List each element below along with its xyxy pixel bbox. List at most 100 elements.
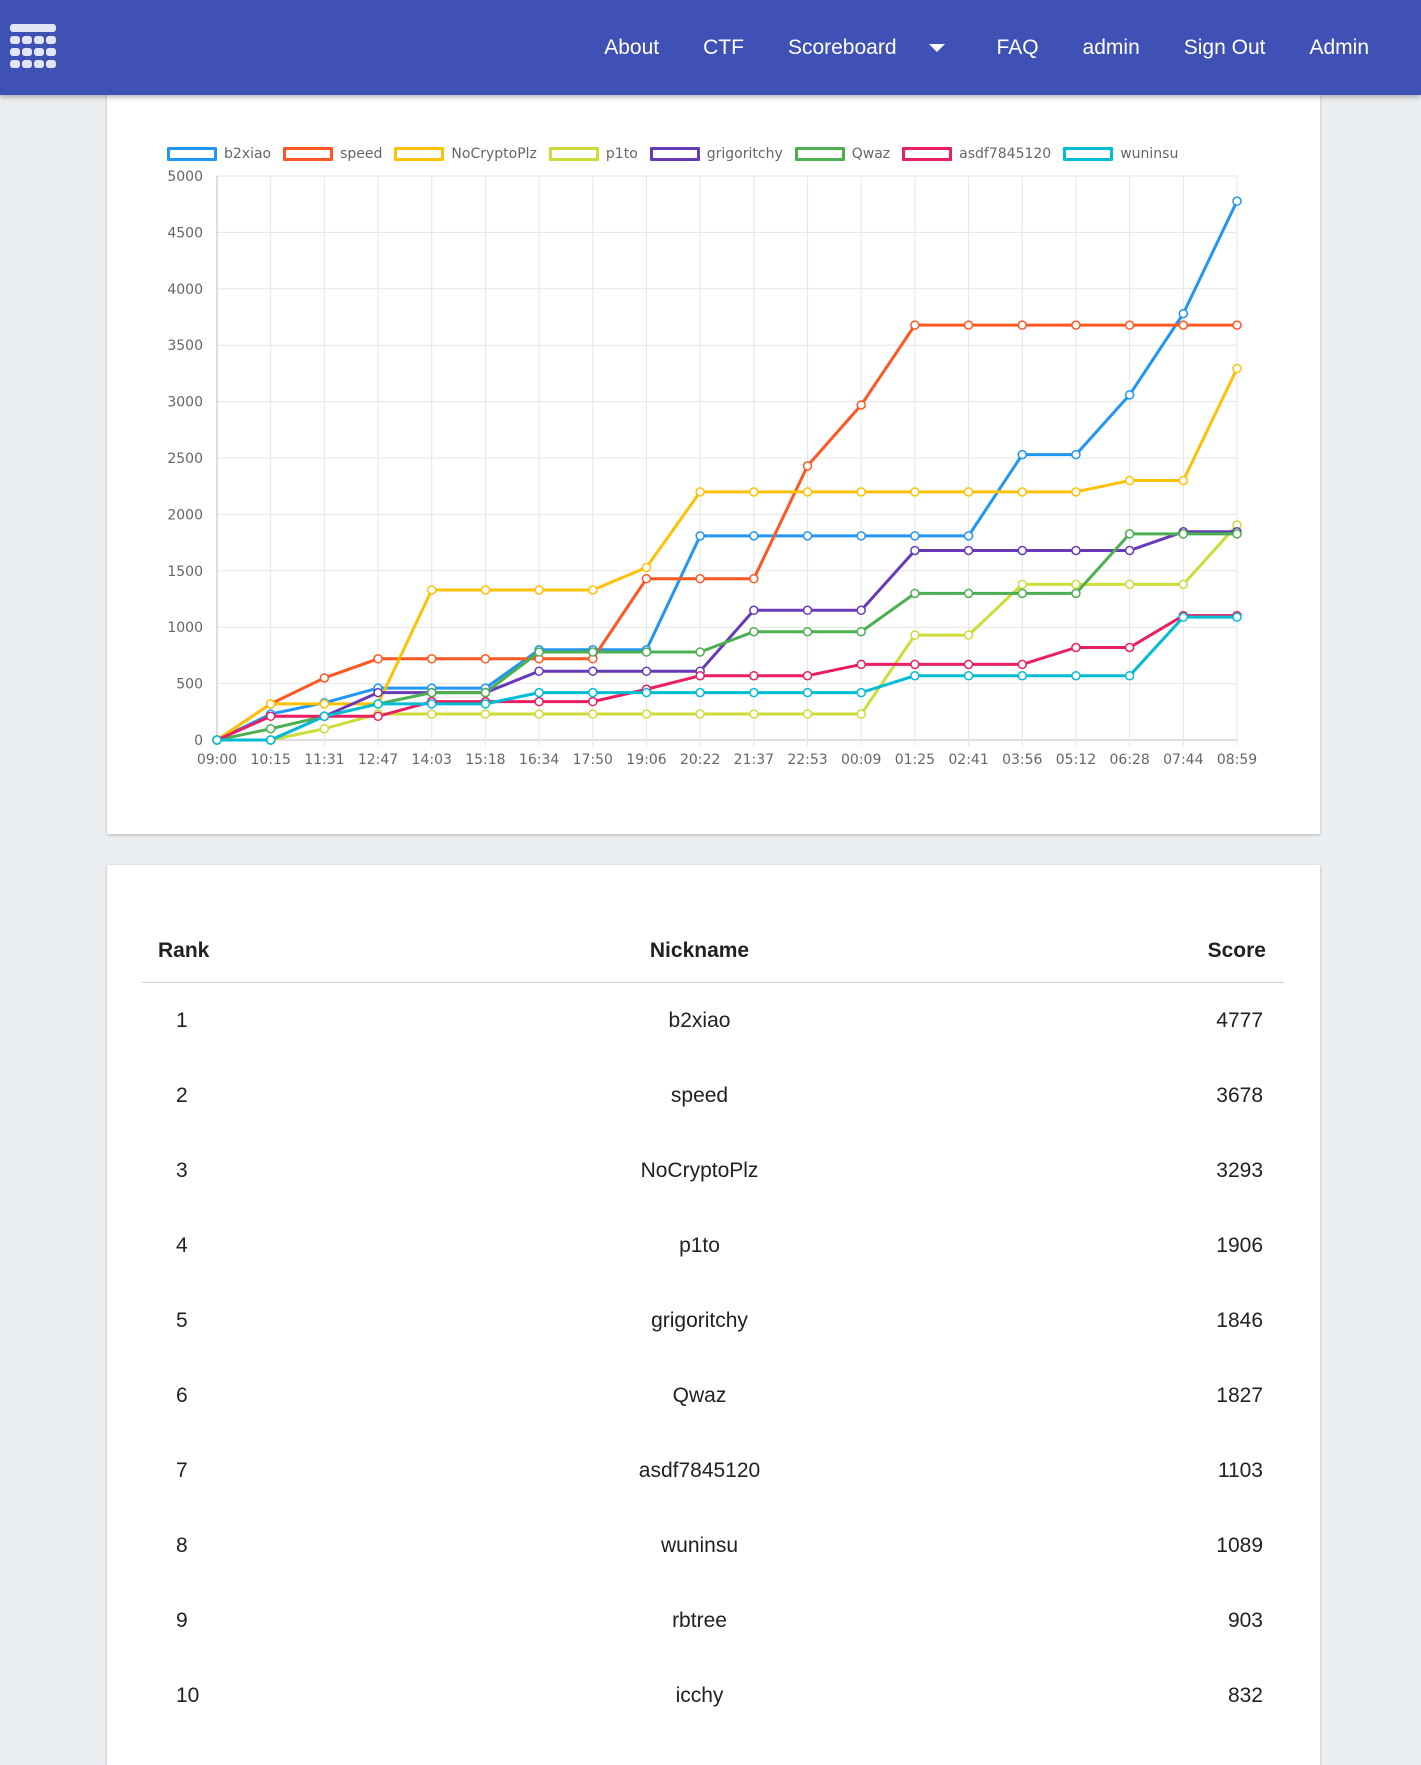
cell-rank: 7 (176, 1458, 188, 1482)
data-point-Qwaz (802, 626, 813, 637)
data-point-grigoritchy (641, 666, 652, 676)
table-row: 7 asdf7845120 1103 (142, 1433, 1284, 1508)
cell-nickname[interactable]: Qwaz (672, 1383, 727, 1407)
table-row: 3 NoCryptoPlz 3293 (142, 1133, 1284, 1208)
chevron-down-icon[interactable] (928, 43, 945, 52)
y-tick-label: 4000 (167, 282, 203, 298)
data-point-wuninsu (426, 699, 437, 709)
y-tick-label: 1500 (167, 564, 203, 580)
x-tick-label: 17:50 (573, 752, 613, 768)
cell-nickname[interactable]: asdf7845120 (638, 1458, 761, 1482)
scoreboard-body: 1 b2xiao 4777 2 speed 3678 3 NoCryptoPlz 3293 4 p1… (142, 983, 1284, 1734)
legend-label: p1to (605, 146, 638, 162)
cell-nickname[interactable]: p1to (679, 1233, 720, 1257)
legend-item-p1to[interactable]: p1to (548, 146, 638, 162)
cell-nickname[interactable]: rbtree (672, 1608, 727, 1632)
data-point-b2xiao (1124, 390, 1135, 400)
data-point-Qwaz (1017, 588, 1028, 599)
data-point-p1to (1178, 579, 1189, 590)
series-line-p1to (217, 523, 1239, 742)
data-point-NoCryptoPlz (910, 487, 920, 497)
data-point-b2xiao (963, 531, 974, 541)
series-line-grigoritchy (217, 530, 1237, 742)
cell-nickname[interactable]: NoCryptoPlz (640, 1158, 759, 1182)
data-point-b2xiao (802, 531, 813, 541)
legend-item-asdf7845120[interactable]: asdf7845120 (902, 146, 1051, 162)
scoreboard-table-card: Rank Nickname Score 1 b2xiao 4777 2 speed 367… (107, 865, 1320, 1765)
data-point-NoCryptoPlz (588, 585, 598, 595)
nav-faq-label: FAQ (996, 35, 1039, 59)
table-row: 5 grigoritchy 1846 (142, 1283, 1284, 1358)
data-point-Qwaz (588, 647, 598, 657)
data-point-grigoritchy (802, 605, 813, 616)
nav-about-label: About (604, 35, 660, 59)
data-point-speed (856, 400, 866, 410)
cell-nickname[interactable]: b2xiao (668, 1008, 731, 1032)
data-point-asdf7845120 (963, 659, 974, 670)
x-tick-label: 20:22 (680, 752, 720, 768)
nav-sign-out[interactable]: Sign Out (1162, 0, 1288, 95)
legend-swatch (649, 147, 700, 161)
grid-logo-icon[interactable] (10, 24, 56, 68)
data-point-Qwaz (1124, 529, 1135, 539)
data-point-wuninsu (802, 687, 813, 698)
data-point-speed (373, 654, 383, 664)
data-point-speed (695, 573, 705, 584)
data-point-p1to (534, 709, 544, 719)
nav-admin-label: Admin (1309, 35, 1369, 59)
legend-item-grigoritchy[interactable]: grigoritchy (649, 146, 783, 162)
legend-swatch (394, 147, 445, 161)
data-point-NoCryptoPlz (534, 585, 544, 595)
data-point-asdf7845120 (1017, 659, 1028, 670)
series-line-wuninsu (217, 615, 1237, 742)
x-tick-label: 22:53 (787, 752, 827, 768)
data-point-grigoritchy (1017, 545, 1028, 556)
y-tick-label: 4500 (167, 225, 203, 241)
nav-sign-out-label: Sign Out (1183, 35, 1266, 59)
cell-nickname[interactable]: wuninsu (660, 1533, 739, 1557)
cell-score: 3678 (1216, 1083, 1263, 1107)
nav-user-admin[interactable]: admin (1061, 0, 1162, 95)
data-point-wuninsu (373, 699, 383, 709)
legend-item-Qwaz[interactable]: Qwaz (794, 146, 890, 162)
cell-nickname[interactable]: speed (670, 1083, 729, 1107)
data-point-NoCryptoPlz (265, 699, 276, 709)
data-point-b2xiao (695, 531, 705, 541)
nav-scoreboard-label: Scoreboard (787, 35, 897, 59)
data-point-speed (319, 673, 330, 683)
legend-item-wuninsu[interactable]: wuninsu (1063, 146, 1178, 162)
nav-scoreboard-dropdown[interactable]: Scoreboard (766, 0, 975, 95)
data-point-asdf7845120 (695, 670, 705, 681)
legend-item-b2xiao[interactable]: b2xiao (167, 146, 271, 162)
data-point-grigoritchy (749, 605, 759, 616)
data-point-wuninsu (212, 735, 222, 745)
data-point-wuninsu (1071, 670, 1081, 681)
cell-rank: 1 (176, 1008, 188, 1032)
nav-about[interactable]: About (582, 0, 681, 95)
data-point-wuninsu (1232, 612, 1242, 622)
data-point-NoCryptoPlz (319, 699, 330, 709)
data-point-speed (1178, 320, 1189, 330)
data-point-Qwaz (910, 588, 920, 599)
data-point-Qwaz (641, 647, 652, 657)
series-line-speed (216, 323, 1237, 742)
scoreboard-table: Rank Nickname Score 1 b2xiao 4777 2 speed 367… (142, 920, 1284, 1733)
data-point-p1to (426, 709, 437, 719)
data-point-p1to (480, 709, 491, 719)
data-point-wuninsu (265, 735, 276, 745)
data-point-p1to (641, 709, 652, 719)
y-tick-label: 0 (194, 733, 203, 749)
data-point-grigoritchy (534, 666, 544, 676)
nav-admin[interactable]: Admin (1287, 0, 1421, 95)
table-row: 4 p1to 1906 (142, 1208, 1284, 1283)
nav-ctf[interactable]: CTF (681, 0, 766, 95)
data-point-wuninsu (480, 699, 491, 709)
cell-nickname[interactable]: icchy (675, 1683, 724, 1707)
nav-faq[interactable]: FAQ (975, 0, 1061, 95)
cell-nickname[interactable]: grigoritchy (651, 1308, 748, 1332)
legend-item-speed[interactable]: speed (283, 146, 382, 162)
score-chart-card: b2xiao speed NoCryptoPlz p1to grigoritchy Qwa… (107, 95, 1320, 834)
data-point-p1to (588, 709, 598, 719)
legend-item-NoCryptoPlz[interactable]: NoCryptoPlz (394, 146, 537, 162)
nav-ctf-label: CTF (703, 35, 744, 59)
